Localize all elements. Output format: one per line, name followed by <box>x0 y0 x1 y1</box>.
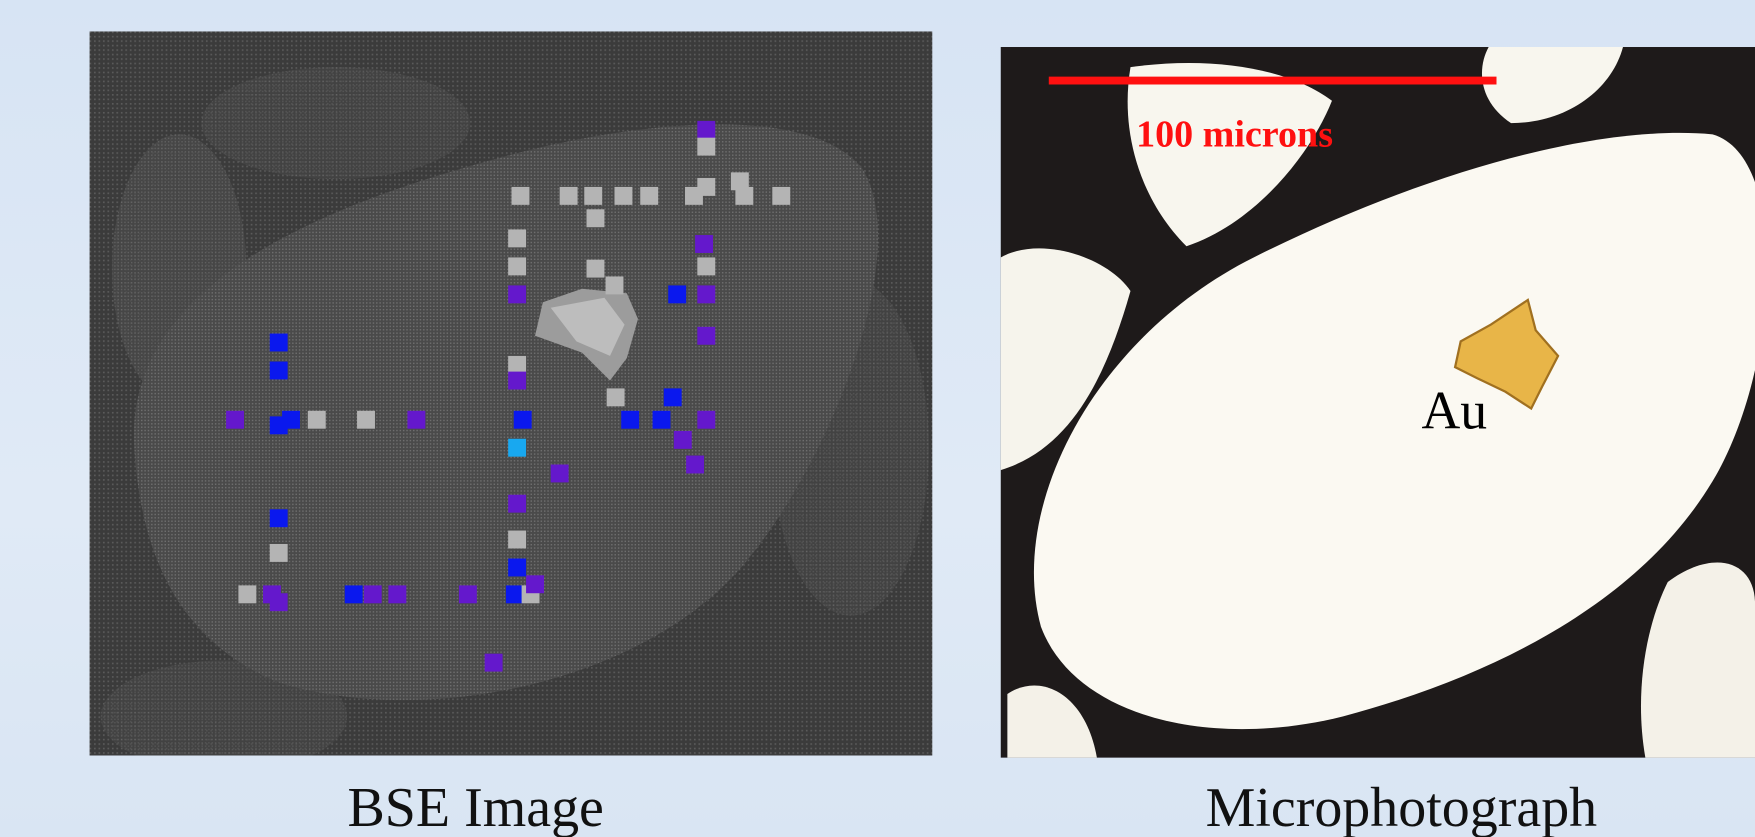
analysis-spot <box>508 439 526 457</box>
analysis-spot <box>508 229 526 247</box>
analysis-spot <box>512 187 530 205</box>
analysis-spot <box>697 138 715 156</box>
analysis-spot <box>697 257 715 275</box>
bse-image <box>90 31 933 772</box>
analysis-spot <box>270 334 288 352</box>
analysis-spot <box>407 411 425 429</box>
analysis-spot <box>508 495 526 513</box>
analysis-spot <box>345 585 363 603</box>
analysis-spot <box>697 411 715 429</box>
analysis-spot <box>270 593 288 611</box>
analysis-spot <box>772 187 790 205</box>
analysis-spot <box>388 585 406 603</box>
analysis-spot <box>270 544 288 562</box>
slide-canvas: 100 microns Au BSE Image Microphotograph <box>0 0 1755 837</box>
analysis-spot <box>640 187 658 205</box>
analysis-spot <box>584 187 602 205</box>
analysis-spot <box>587 209 605 227</box>
content: 100 microns Au BSE Image Microphotograph <box>90 31 1755 837</box>
analysis-spot <box>697 178 715 196</box>
page: {"images": [ {"caption": "BSE Image"}, {… <box>0 0 1755 837</box>
analysis-spot <box>614 187 632 205</box>
analysis-spot <box>364 585 382 603</box>
analysis-spot <box>607 388 625 406</box>
analysis-spot <box>226 411 244 429</box>
analysis-spot <box>270 362 288 380</box>
analysis-spot <box>506 585 524 603</box>
analysis-spot <box>697 327 715 345</box>
micro-image: 100 microns Au <box>1001 47 1755 758</box>
analysis-spot <box>686 456 704 474</box>
analysis-spot <box>695 235 713 253</box>
analysis-spot <box>282 411 300 429</box>
analysis-spot <box>485 654 503 672</box>
scale-bar-label: 100 microns <box>1136 114 1333 156</box>
analysis-spot <box>508 559 526 577</box>
analysis-spot <box>308 411 326 429</box>
analysis-spot <box>508 356 526 374</box>
analysis-spot <box>514 411 532 429</box>
analysis-spot <box>459 585 477 603</box>
analysis-spot <box>606 276 624 294</box>
analysis-spot <box>697 285 715 303</box>
analysis-spot <box>508 531 526 549</box>
analysis-spot <box>551 465 569 483</box>
analysis-spot <box>653 411 671 429</box>
analysis-spot <box>697 121 715 139</box>
image-caption: BSE Image <box>347 777 603 837</box>
analysis-spot <box>560 187 578 205</box>
analysis-spot <box>270 509 288 527</box>
analysis-spot <box>668 285 686 303</box>
analysis-spot <box>735 187 753 205</box>
mineral-label: Au <box>1422 381 1488 441</box>
slide: 100 microns Au BSE Image Microphotograph… <box>0 0 1755 837</box>
analysis-spot <box>621 411 639 429</box>
analysis-spot <box>508 257 526 275</box>
analysis-spot <box>664 388 682 406</box>
analysis-spot <box>674 431 692 449</box>
analysis-spot <box>587 260 605 278</box>
analysis-spot <box>238 585 256 603</box>
image-caption: Microphotograph <box>1206 777 1598 837</box>
analysis-spot <box>508 285 526 303</box>
analysis-spot <box>508 372 526 390</box>
analysis-spot <box>526 575 544 593</box>
analysis-spot <box>357 411 375 429</box>
